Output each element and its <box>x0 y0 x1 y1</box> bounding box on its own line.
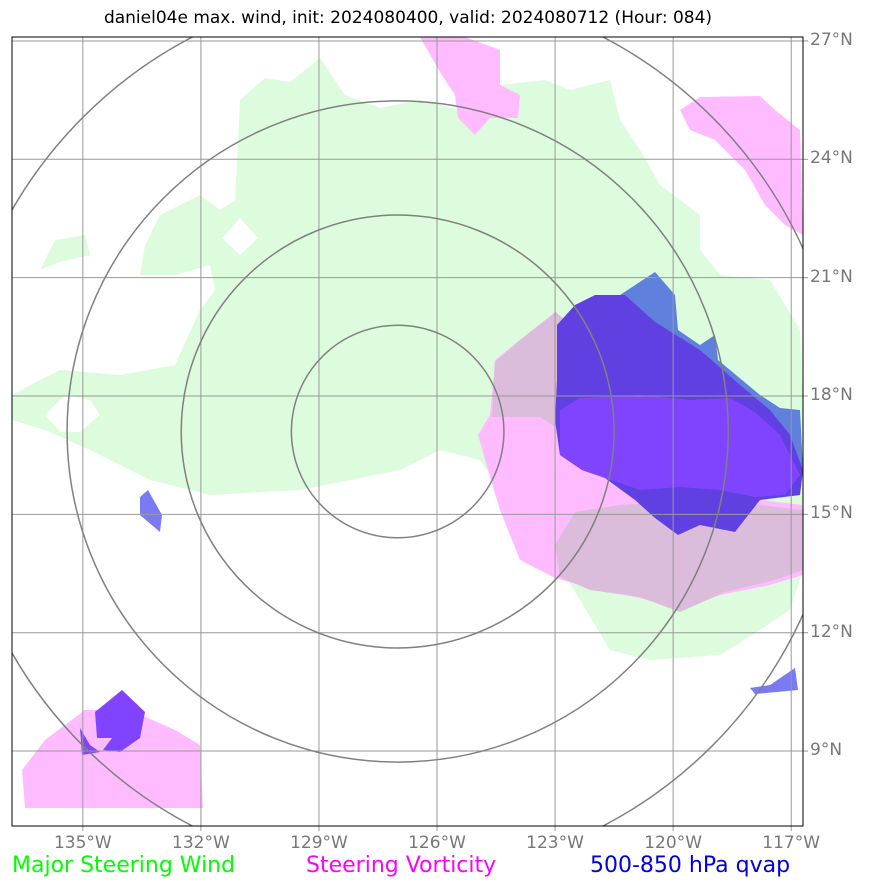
lon-tick-label: 135°W <box>53 833 112 853</box>
lon-tick-label: 123°W <box>526 833 584 853</box>
lon-tick-label: 117°W <box>762 833 821 853</box>
range-rings <box>12 37 803 826</box>
qvap-region <box>95 690 145 752</box>
lat-tick-label: 12°N <box>810 621 853 642</box>
legend-steering-vorticity: Steering Vorticity <box>306 853 497 878</box>
legend-qvap: 500-850 hPa qvap <box>590 853 791 878</box>
steering-wind-region <box>40 235 90 270</box>
range-ring <box>180 214 615 649</box>
qvap-region <box>140 490 162 532</box>
vorticity-overlap-region <box>492 312 570 430</box>
range-ring <box>66 100 729 763</box>
wind-gap <box>45 395 100 432</box>
steering-vorticity-region <box>420 37 520 135</box>
lat-tick-label: 24°N <box>810 148 853 169</box>
lat-tick-label: 27°N <box>810 29 853 50</box>
legend-steering-wind: Major Steering Wind <box>12 853 236 878</box>
lat-gridlines <box>12 40 808 752</box>
lon-tick-label: 120°W <box>644 833 703 853</box>
lon-tick-label: 126°W <box>408 833 466 853</box>
lat-tick-label: 21°N <box>810 266 853 287</box>
lat-tick-label: 9°N <box>810 740 843 761</box>
range-ring <box>290 324 505 539</box>
lon-tick-label: 132°W <box>172 833 230 853</box>
wind-gap <box>222 218 258 255</box>
lat-tick-label: 18°N <box>810 384 853 405</box>
lon-tick-label: 129°W <box>290 833 348 853</box>
steering-vorticity-region <box>680 96 803 235</box>
qvap-region <box>560 395 800 497</box>
vorticity-overlap-region <box>555 500 803 612</box>
steering-vorticity-region <box>22 710 203 808</box>
lat-tick-label: 15°N <box>810 503 853 524</box>
map-title: daniel04e max. wind, init: 2024080400, v… <box>103 8 713 28</box>
plot-frame <box>11 36 804 827</box>
lon-gridlines <box>82 37 792 831</box>
